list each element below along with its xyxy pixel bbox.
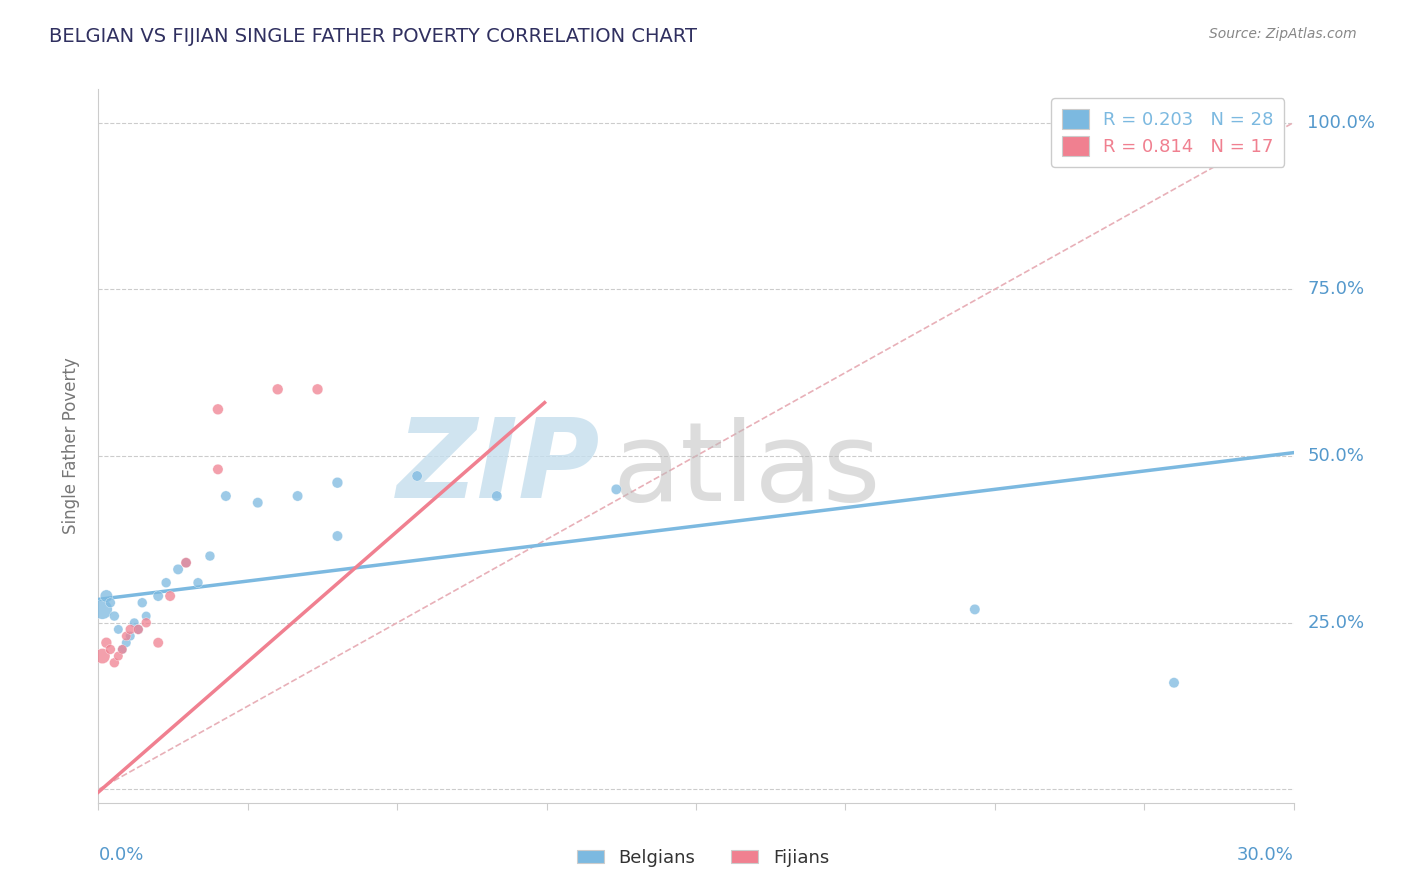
Point: [485, 489, 508, 503]
Point: [96, 636, 118, 650]
Point: [1163, 675, 1185, 690]
Text: 30.0%: 30.0%: [1237, 846, 1294, 863]
Text: 75.0%: 75.0%: [1308, 280, 1365, 298]
Point: [155, 575, 177, 590]
Point: [111, 642, 134, 657]
Text: BELGIAN VS FIJIAN SINGLE FATHER POVERTY CORRELATION CHART: BELGIAN VS FIJIAN SINGLE FATHER POVERTY …: [49, 27, 697, 45]
Point: [307, 382, 329, 396]
Point: [127, 623, 149, 637]
Point: [103, 609, 125, 624]
Text: 100.0%: 100.0%: [1308, 113, 1375, 131]
Point: [287, 489, 309, 503]
Legend: Belgians, Fijians: Belgians, Fijians: [569, 842, 837, 874]
Legend: R = 0.203   N = 28, R = 0.814   N = 17: R = 0.203 N = 28, R = 0.814 N = 17: [1050, 98, 1285, 167]
Point: [98, 642, 122, 657]
Point: [127, 623, 149, 637]
Point: [120, 629, 142, 643]
Point: [246, 496, 269, 510]
Point: [326, 475, 349, 490]
Point: [135, 609, 157, 624]
Point: [406, 469, 429, 483]
Point: [207, 462, 229, 476]
Y-axis label: Single Father Poverty: Single Father Poverty: [62, 358, 80, 534]
Point: [103, 656, 125, 670]
Point: [207, 402, 229, 417]
Point: [148, 589, 170, 603]
Point: [167, 562, 190, 576]
Point: [107, 623, 129, 637]
Point: [131, 596, 153, 610]
Point: [605, 483, 627, 497]
Point: [215, 489, 238, 503]
Point: [963, 602, 986, 616]
Text: Source: ZipAtlas.com: Source: ZipAtlas.com: [1209, 27, 1357, 41]
Point: [96, 589, 118, 603]
Point: [91, 602, 114, 616]
Point: [198, 549, 221, 563]
Point: [187, 575, 209, 590]
Point: [124, 615, 146, 630]
Point: [111, 642, 134, 657]
Text: 0.0%: 0.0%: [98, 846, 143, 863]
Point: [107, 649, 129, 664]
Point: [135, 615, 157, 630]
Text: atlas: atlas: [612, 417, 880, 524]
Point: [120, 623, 142, 637]
Point: [148, 636, 170, 650]
Point: [326, 529, 349, 543]
Point: [115, 629, 138, 643]
Point: [98, 596, 122, 610]
Point: [267, 382, 290, 396]
Text: 25.0%: 25.0%: [1308, 614, 1365, 632]
Text: 50.0%: 50.0%: [1308, 447, 1364, 465]
Point: [115, 636, 138, 650]
Text: ZIP: ZIP: [396, 414, 600, 521]
Point: [91, 649, 114, 664]
Point: [174, 556, 197, 570]
Point: [159, 589, 181, 603]
Point: [174, 556, 197, 570]
